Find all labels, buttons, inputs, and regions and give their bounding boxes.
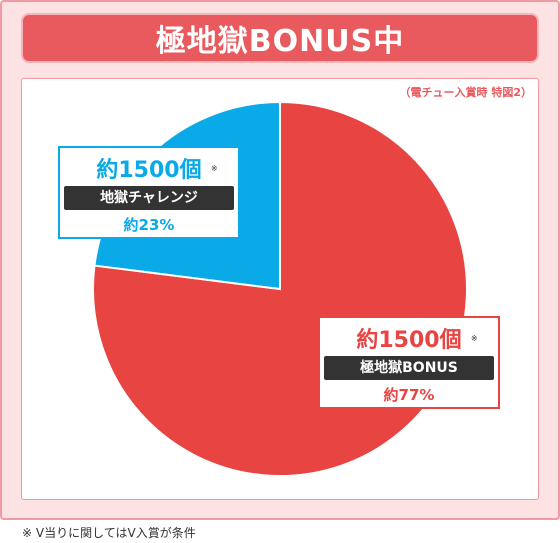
slice-label-gokujigoku-bonus: 約1500個 ※ 極地獄BONUS 約77% <box>318 316 500 409</box>
slice-label-jigoku-challenge: 約1500個 ※ 地獄チャレンジ 約23% <box>58 146 240 239</box>
slice-percent: 約77% <box>383 386 435 404</box>
slice-amount: 約1500個 <box>96 158 202 183</box>
title-bar: 極地獄BONUS中 <box>21 13 539 63</box>
slice-amount: 約1500個 <box>356 328 462 353</box>
slice-name: 地獄チャレンジ <box>64 186 234 210</box>
footnote: ※ V当りに関してはV入賞が条件 <box>22 526 196 540</box>
condition-note: （電チュー入賞時 特図2） <box>399 86 532 99</box>
slice-percent: 約23% <box>123 216 175 234</box>
note-mark: ※ <box>210 164 218 173</box>
note-mark: ※ <box>470 334 478 343</box>
slice-name: 極地獄BONUS <box>324 356 494 380</box>
page-title: 極地獄BONUS中 <box>155 24 405 59</box>
